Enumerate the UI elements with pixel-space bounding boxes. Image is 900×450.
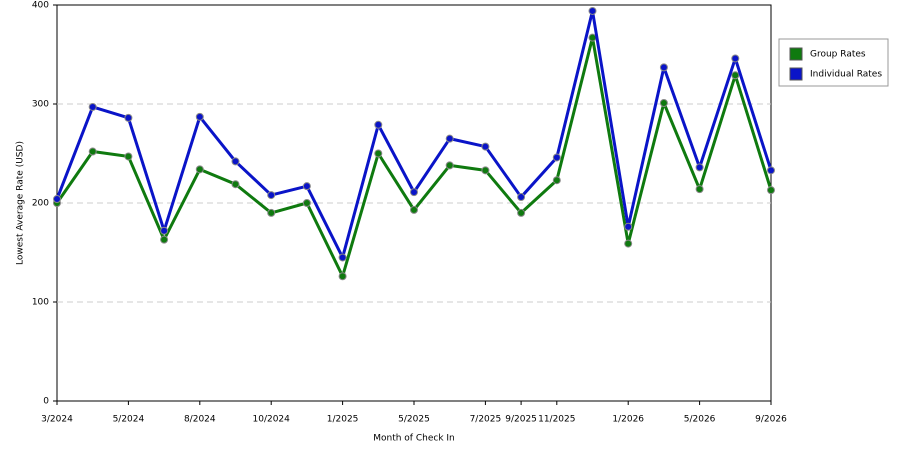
x-tick-label: 7/2025 [470,415,502,425]
y-tick-label: 300 [32,100,49,110]
data-point [767,186,775,195]
data-point [160,235,169,244]
y-tick-label: 100 [32,298,49,308]
x-tick-label: 5/2025 [398,415,430,425]
data-point [517,208,526,217]
legend-swatch [789,47,803,61]
y-tick-label: 200 [32,199,49,209]
legend-label: Individual Rates [810,70,882,80]
x-tick-label: 5/2026 [684,415,716,425]
data-point [195,165,204,174]
data-point [552,176,561,185]
legend-swatch [789,67,803,81]
data-point [481,166,490,175]
legend-label: Group Rates [810,50,866,60]
data-point [731,71,740,80]
data-point [445,134,454,143]
x-tick-label: 9/2026 [755,415,787,425]
data-point [410,205,418,214]
x-tick-label: 1/2025 [327,415,359,425]
data-point [88,102,97,111]
data-point [124,152,133,161]
y-tick-label: 400 [32,1,49,11]
data-point [267,208,276,217]
data-point [195,112,204,121]
data-point [695,163,704,172]
x-tick-label: 5/2024 [113,415,145,425]
data-point [410,188,418,197]
data-point [517,193,526,202]
x-tick-label: 3/2024 [41,415,73,425]
x-tick-label: 1/2026 [612,415,644,425]
x-tick-label: 10/2024 [253,415,291,425]
y-axis-title: Lowest Average Rate (USD) [16,141,26,265]
series-line [55,9,773,259]
data-point [767,166,775,175]
x-tick-label: 8/2024 [184,415,216,425]
data-point [124,113,133,122]
x-tick-label: 9/2025 [505,415,537,425]
data-point [231,157,240,166]
data-point [659,99,668,108]
data-point [552,153,561,162]
data-point [231,180,240,189]
data-point [624,239,633,248]
data-point [588,6,597,15]
data-point [53,195,61,204]
data-point [267,191,276,200]
data-point [160,226,169,235]
x-tick-label: 11/2025 [538,415,575,425]
data-point [445,161,454,170]
data-point [659,63,668,72]
data-point [481,142,490,151]
data-point [88,147,97,156]
data-point [338,272,347,281]
y-tick-label: 0 [43,397,49,407]
data-point [731,54,740,63]
data-point [374,149,383,158]
data-point [624,222,633,231]
data-point [338,253,347,262]
data-point [588,33,597,42]
x-axis-title: Month of Check In [373,434,455,444]
data-point [374,120,383,129]
data-point [695,185,704,194]
data-point [302,182,311,191]
data-point [302,199,311,207]
